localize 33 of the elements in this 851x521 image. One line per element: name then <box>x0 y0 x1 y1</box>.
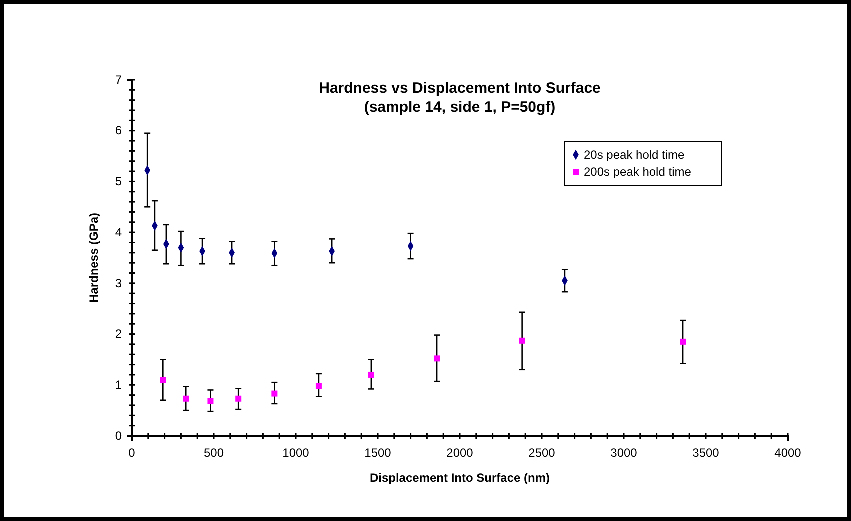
y-tick-label: 4 <box>115 225 122 240</box>
y-tick-label: 6 <box>115 124 122 138</box>
point <box>236 396 242 402</box>
point <box>208 398 214 404</box>
y-tick-label: 3 <box>115 276 122 290</box>
x-axis-title: Displacement Into Surface (nm) <box>370 471 550 485</box>
y-tick-label: 7 <box>115 72 122 87</box>
y-tick-label: 0 <box>115 428 122 443</box>
y-tick-label: 2 <box>115 327 122 342</box>
point <box>160 377 166 384</box>
legend-label: 20s peak hold time <box>584 148 686 162</box>
point <box>368 372 374 378</box>
y-tick-label: 1 <box>115 378 122 392</box>
point <box>434 356 440 362</box>
text: (sample 14, side 1, P=50gf) <box>364 99 556 116</box>
x-tick-label: 4000 <box>774 446 802 460</box>
point <box>272 390 278 397</box>
x-tick-label: 1000 <box>282 446 310 460</box>
point <box>183 396 190 402</box>
x-tick-label: 3000 <box>610 446 638 460</box>
x-tick-label: 2500 <box>528 446 556 460</box>
x-tick-label: 3500 <box>692 446 720 460</box>
chart-title: Hardness vs Displacement Into Surface <box>319 80 601 97</box>
point <box>680 338 686 345</box>
x-tick-label: 1500 <box>364 446 392 460</box>
x-tick-label: 0 <box>128 446 136 460</box>
x-tick-label: 500 <box>204 446 224 460</box>
x-tick-label: 2000 <box>446 446 474 460</box>
y-axis-title: Hardness (GPa) <box>87 212 101 304</box>
point <box>519 338 526 344</box>
y-tick-label: 5 <box>115 174 122 189</box>
legend-label: 200s peak hold time <box>584 165 692 179</box>
point <box>316 383 322 390</box>
